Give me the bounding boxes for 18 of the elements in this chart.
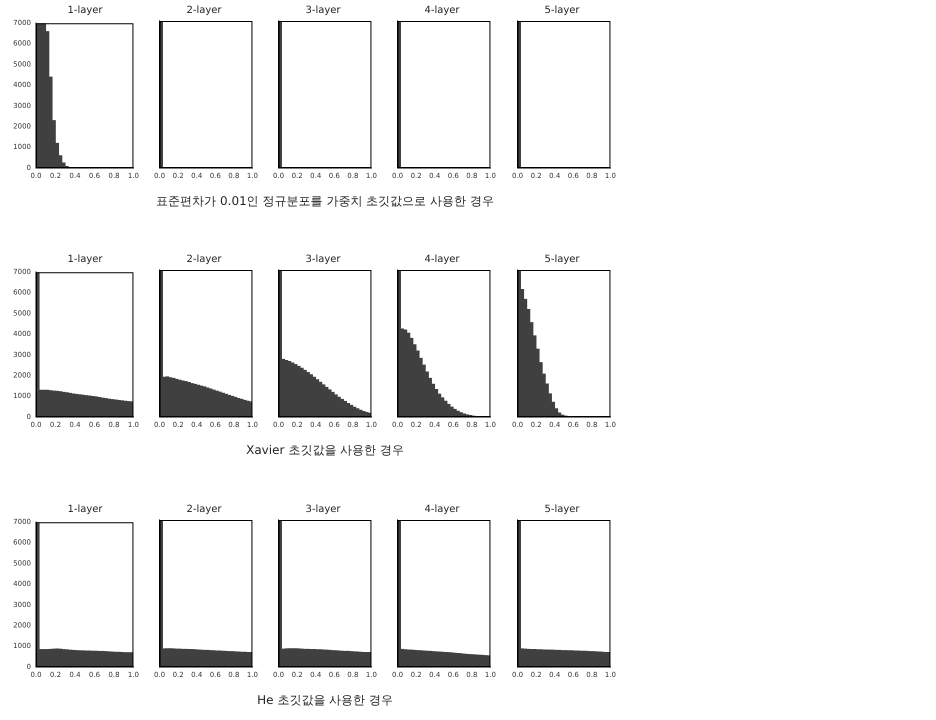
chart-title: 1-layer <box>66 5 104 16</box>
chart-title: 2-layer <box>185 254 223 265</box>
chart-title: 4-layer <box>423 504 461 515</box>
chart-title: 5-layer <box>543 504 581 515</box>
chart-title: 3-layer <box>304 254 342 265</box>
text: 표준편차가 0.01인 정규분포를 가중치 초깃값으로 사용한 경우 <box>155 193 495 210</box>
chart-title: 2-layer <box>185 5 223 16</box>
chart-title: 5-layer <box>543 254 581 265</box>
text: Xavier 초깃값을 사용한 경우 <box>245 442 405 459</box>
chart-title: 2-layer <box>185 504 223 515</box>
chart-title: 4-layer <box>423 5 461 16</box>
text: He 초깃값을 사용한 경우 <box>256 692 394 709</box>
chart-title: 3-layer <box>304 504 342 515</box>
chart-title: 1-layer <box>66 254 104 265</box>
chart-title: 4-layer <box>423 254 461 265</box>
chart-title: 3-layer <box>304 5 342 16</box>
chart-title: 5-layer <box>543 5 581 16</box>
chart-title: 1-layer <box>66 504 104 515</box>
